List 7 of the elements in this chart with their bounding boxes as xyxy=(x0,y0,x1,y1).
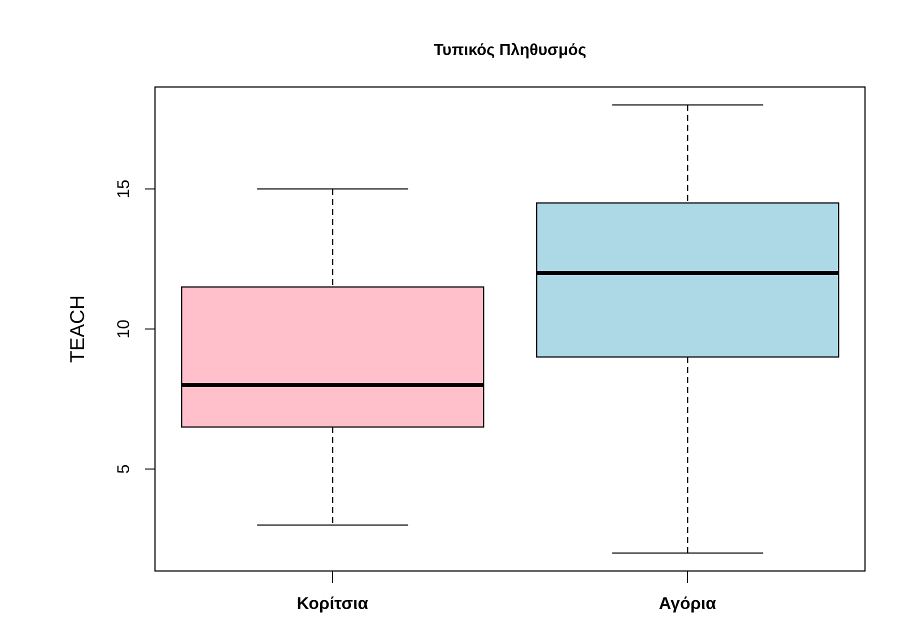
chart-title: Τυπικός Πληθυσμός xyxy=(432,42,588,60)
x-tick-label: Κορίτσια xyxy=(296,594,369,614)
y-axis-title: TEACH xyxy=(67,295,90,363)
y-tick-label: 5 xyxy=(114,464,133,474)
y-tick-label: 15 xyxy=(114,179,133,198)
y-tick-label: 10 xyxy=(114,320,133,338)
x-tick-label: Αγόρια xyxy=(658,594,717,614)
